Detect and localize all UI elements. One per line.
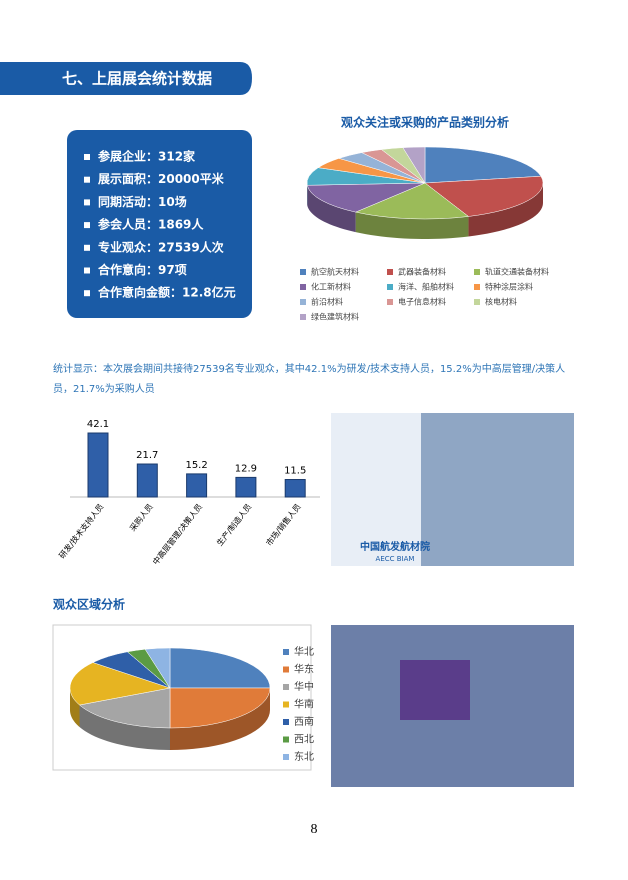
legend-swatch: [283, 719, 289, 725]
legend-label: 前沿材料: [311, 297, 343, 307]
legend-swatch: [283, 736, 289, 743]
note: 统计显示：本次展会期间共接待27539名专业观众，其中42.1%为研发/技术支持…: [53, 364, 566, 395]
photo-caption: 中国航发航材院: [360, 540, 430, 553]
value-label: 42.1: [87, 419, 109, 430]
bar: [186, 473, 208, 498]
stat-item: 合作意向：97项: [98, 262, 187, 277]
legend-label: 核电材料: [485, 297, 517, 307]
legend-swatch: [283, 684, 289, 690]
x-tick-label: 中高层管理/决策人员: [150, 502, 204, 567]
legend-swatch: [474, 269, 480, 275]
legend-swatch: [474, 299, 480, 305]
pie-slice: [402, 146, 426, 184]
pie-slice: [424, 175, 544, 217]
bar: [235, 476, 257, 498]
pie-side: [170, 688, 270, 750]
legend-label: 华中: [294, 680, 314, 693]
section-title: 七、上届展会统计数据: [62, 70, 212, 88]
legend-swatch: [300, 284, 306, 290]
pie-slice: [69, 662, 171, 706]
legend-swatch: [300, 299, 306, 305]
legend-label: 化工新材料: [311, 282, 351, 292]
pie-slice: [424, 146, 542, 184]
pie-slice: [169, 687, 271, 729]
bullet: [84, 290, 90, 297]
legend-label: 海洋、船舶材料: [398, 282, 454, 292]
legend-swatch: [387, 299, 393, 305]
pie-side: [79, 705, 170, 750]
legend-label: 航空航天材料: [311, 267, 359, 277]
legend-swatch: [300, 269, 306, 275]
legend-label: 轨道交通装备材料: [485, 267, 549, 277]
legend-label: 华南: [294, 698, 314, 711]
legend-label: 华北: [294, 645, 314, 658]
stat-item: 专业观众：27539人次: [98, 239, 224, 254]
photo-booth: [400, 660, 470, 720]
value-label: 12.9: [235, 463, 257, 474]
legend-label: 电子信息材料: [398, 297, 446, 307]
legend-swatch: [300, 314, 306, 320]
heading: 观众区域分析: [53, 597, 125, 612]
x-tick-label: 采购人员: [127, 502, 155, 533]
bullet: [84, 267, 90, 274]
stat-item: 同期活动：10场: [98, 194, 187, 209]
legend-label: 华东: [294, 663, 314, 676]
legend-label: 西南: [294, 715, 314, 728]
legend-swatch: [387, 269, 393, 275]
value-label: 21.7: [136, 450, 158, 461]
stats-box: [67, 130, 252, 318]
legend-label: 东北: [294, 750, 314, 763]
value-label: 11.5: [284, 466, 306, 477]
page-number: 8: [311, 822, 318, 837]
pie-side: [70, 688, 80, 728]
pie-slice: [354, 182, 470, 220]
legend-swatch: [387, 284, 393, 290]
photo-caption: AECC BIAM: [376, 555, 415, 563]
x-tick-label: 生产/制造人员: [214, 502, 253, 548]
photo-booth-wall: [331, 413, 421, 566]
legend-swatch: [283, 754, 289, 760]
pie-slice: [306, 182, 426, 213]
legend-swatch: [283, 701, 289, 708]
chart-title: 观众关注或采购的产品类别分析: [341, 115, 509, 130]
legend-swatch: [283, 649, 289, 655]
pie-slice: [78, 687, 171, 729]
bullet: [84, 244, 90, 251]
section-banner: [0, 62, 252, 95]
pie-side: [468, 183, 543, 237]
legend-label: 特种涂层涂料: [485, 282, 533, 292]
legend-swatch: [474, 284, 480, 290]
bullet: [84, 222, 90, 229]
stat-item: 参展企业：312家: [98, 149, 196, 164]
bullet: [84, 199, 90, 206]
pie-side: [307, 185, 356, 233]
bar: [87, 432, 109, 498]
legend-swatch: [283, 666, 289, 673]
x-tick-label: 研发/技术支持人员: [57, 502, 106, 561]
value-label: 15.2: [185, 460, 207, 471]
bullet: [84, 176, 90, 183]
legend-label: 武器装备材料: [398, 267, 446, 277]
pie-slice: [144, 647, 171, 689]
bar: [136, 463, 158, 498]
bar: [284, 479, 306, 498]
x-tick-label: 市场/销售人员: [264, 502, 303, 548]
stat-item: 参会人员：1869人: [98, 217, 204, 232]
stat-item: 合作意向金额：12.8亿元: [98, 285, 236, 300]
chart-frame: [52, 624, 312, 771]
bullet: [84, 154, 90, 160]
pie-slice: [169, 647, 271, 689]
stat-item: 展示面积：20000平米: [98, 171, 225, 186]
legend-label: 西北: [294, 734, 314, 746]
legend-label: 绿色建筑材料: [311, 312, 359, 322]
